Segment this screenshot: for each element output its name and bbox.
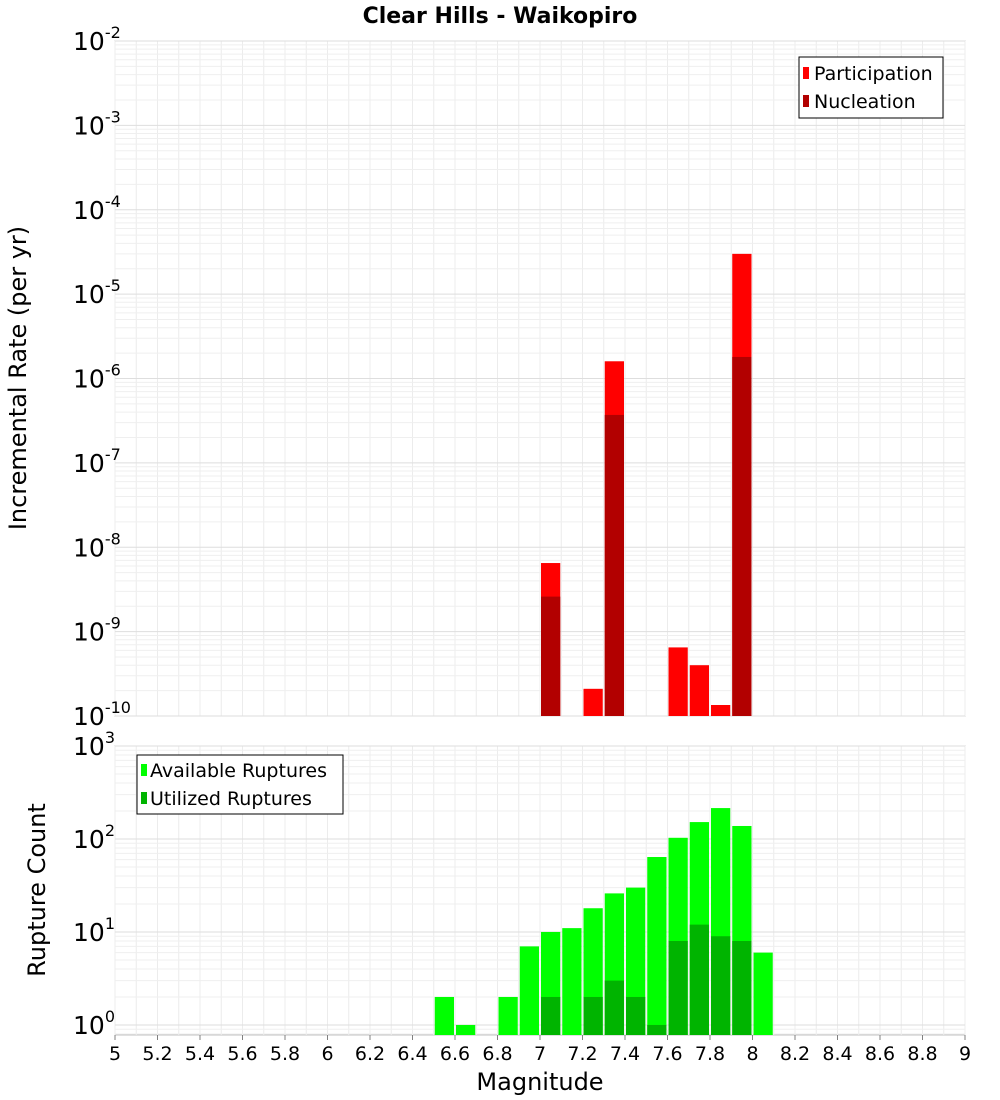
nucleation-legend-label: Nucleation	[814, 91, 916, 113]
rate-y-tick-label: 10-10	[73, 698, 131, 731]
count-x-ticks: 5 5.2 5.4 5.6 5.8 6 6.2 6.4 6.6 6.8 7 7.2 7.4 7.6 7.8 8…	[109, 1035, 971, 1065]
participation-legend-swatch	[803, 67, 809, 79]
participation-legend-label: Participation	[814, 63, 933, 85]
count-bar-utilized-ruptures	[583, 996, 603, 1035]
x-tick-label: 7.4	[610, 1043, 640, 1065]
count-bar-utilized-ruptures	[711, 936, 731, 1035]
chart-title: Clear Hills - Waikopiro	[363, 4, 638, 29]
x-tick-label: 8.4	[822, 1043, 852, 1065]
rate-y-tick-label: 10-3	[73, 107, 121, 140]
x-tick-label: 6.6	[440, 1043, 470, 1065]
count-bar-utilized-ruptures	[689, 924, 709, 1035]
available-legend-swatch	[141, 764, 147, 776]
rate-y-axis-label: Incremental Rate (per yr)	[4, 226, 32, 530]
count-y-tick-label: 100	[73, 1007, 115, 1040]
rate-bar-participation	[668, 647, 688, 716]
x-tick-label: 7	[534, 1043, 546, 1065]
rate-y-tick-label: 10-8	[73, 529, 121, 562]
rate-y-tick-label: 10-6	[73, 361, 121, 394]
count-bar-utilized-ruptures	[732, 940, 752, 1035]
x-tick-label: 7.8	[695, 1043, 725, 1065]
utilized-legend-label: Utilized Ruptures	[150, 788, 312, 810]
x-tick-label: 7.6	[652, 1043, 682, 1065]
available-legend-label: Available Ruptures	[150, 760, 327, 782]
x-tick-label: 5	[109, 1043, 121, 1065]
rate-gridlines	[114, 40, 966, 717]
rate-bar-participation	[711, 705, 731, 716]
count-y-tick-label: 102	[73, 821, 115, 854]
x-axis-label: Magnitude	[476, 1068, 603, 1096]
rate-legend-box	[798, 56, 944, 119]
rate-bar-nucleation	[541, 596, 561, 716]
x-tick-label: 6.4	[397, 1043, 427, 1065]
count-bar-available-ruptures	[753, 952, 773, 1035]
count-bar-available-ruptures	[519, 946, 539, 1035]
count-bar-utilized-ruptures	[626, 996, 646, 1035]
rate-bar-nucleation	[604, 414, 624, 716]
count-legend-box	[136, 754, 344, 815]
x-tick-label: 8	[746, 1043, 758, 1065]
count-bar-available-ruptures	[498, 996, 518, 1035]
x-tick-label: 7.2	[567, 1043, 597, 1065]
rate-bar-participation	[689, 665, 709, 716]
x-tick-label: 5.2	[142, 1043, 172, 1065]
count-bar-available-ruptures	[562, 928, 582, 1035]
count-bar-utilized-ruptures	[604, 980, 624, 1035]
x-tick-label: 5.4	[185, 1043, 215, 1065]
count-y-ticks: 103 102 101 100	[73, 728, 115, 1040]
x-tick-label: 5.6	[227, 1043, 257, 1065]
utilized-legend-swatch	[141, 792, 147, 804]
count-y-tick-label: 101	[73, 914, 115, 947]
rate-bar-nucleation	[732, 356, 752, 716]
rate-y-tick-label: 10-4	[73, 192, 121, 225]
x-tick-label: 6	[321, 1043, 333, 1065]
x-tick-label: 8.2	[780, 1043, 810, 1065]
nucleation-legend-swatch	[803, 95, 809, 107]
x-tick-label: 6.8	[482, 1043, 512, 1065]
count-bar-available-ruptures	[456, 1024, 476, 1035]
x-tick-label: 5.8	[270, 1043, 300, 1065]
rate-y-tick-label: 10-7	[73, 445, 121, 478]
rate-panel: 10-2 10-3 10-4 10-5 10-6 10-7 10-8 10-9 10-10 In…	[4, 23, 966, 731]
x-tick-label: 9	[959, 1043, 971, 1065]
count-bar-utilized-ruptures	[647, 1024, 667, 1035]
rate-y-tick-label: 10-2	[73, 23, 121, 56]
x-tick-label: 8.6	[865, 1043, 895, 1065]
count-bar-utilized-ruptures	[668, 940, 688, 1035]
count-bar-utilized-ruptures	[541, 996, 561, 1035]
count-bar-available-ruptures	[647, 857, 667, 1035]
rate-legend: Participation Nucleation	[798, 56, 944, 119]
x-tick-label: 6.2	[355, 1043, 385, 1065]
rate-y-tick-label: 10-9	[73, 614, 121, 647]
count-y-tick-label: 103	[73, 728, 115, 761]
count-legend: Available Ruptures Utilized Ruptures	[136, 754, 344, 815]
count-bars	[434, 808, 773, 1035]
rate-bar-participation	[583, 688, 603, 716]
count-panel: 103 102 101 100 5 5.2 5.4 5.6 5.8 6 6.2 6.4 6.6 6.8 7…	[23, 728, 971, 1096]
count-y-axis-label: Rupture Count	[23, 803, 51, 977]
rate-y-tick-label: 10-5	[73, 276, 121, 309]
x-tick-label: 8.8	[907, 1043, 937, 1065]
count-gridlines	[114, 745, 966, 1035]
count-bar-available-ruptures	[434, 996, 454, 1035]
rate-y-ticks: 10-2 10-3 10-4 10-5 10-6 10-7 10-8 10-9 10-10	[73, 23, 131, 731]
rate-bars	[541, 253, 752, 716]
